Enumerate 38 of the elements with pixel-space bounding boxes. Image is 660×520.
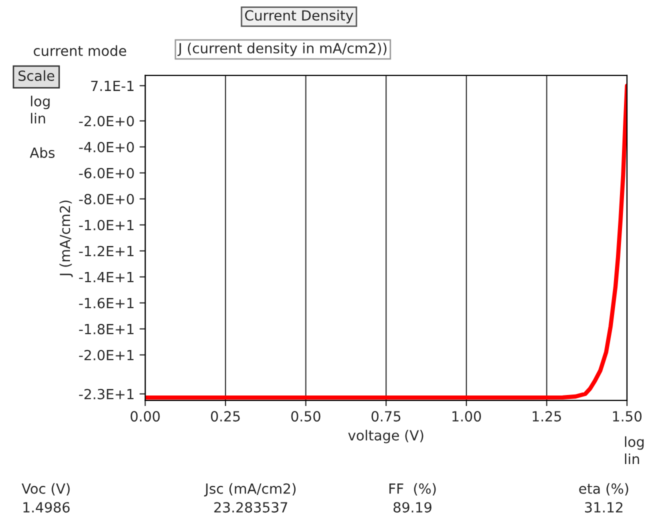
x-tick-label: 1.25 [532,411,561,422]
x-tick-label: 0.25 [210,411,240,422]
y-tick-label: -2.0E+1 [79,350,134,360]
y-tick-label: -2.0E+0 [79,116,134,126]
y-tick-label: -2.3E+1 [79,388,134,400]
y-tick-label: -4.0E+0 [79,142,134,152]
y-tick-label: -1.8E+1 [79,324,134,334]
x-tick-label: 0.75 [372,411,400,422]
y-tick-label: -1.4E+1 [79,272,134,282]
x-tick-label: 1.00 [452,411,481,422]
chart-title: Current Density [245,10,354,24]
y-tick-label: -8.0E+0 [79,194,134,204]
text: 1.4986 [23,502,70,513]
text: Voc (V) [22,483,70,496]
text: lin [31,112,46,124]
text: eta (%) [579,483,628,496]
text: Abs [30,147,55,158]
x-tick-label: 1.50 [613,411,642,422]
text: 89.19 [394,502,432,513]
x-tick-label: 0.00 [130,411,160,422]
y-tick-label: -1.6E+1 [79,298,134,308]
text: FF (%) [389,483,436,496]
text: log [625,436,644,450]
text: current mode [34,45,126,56]
y-tick-label: -6.0E+0 [79,168,134,178]
text: 23.283537 [214,502,288,513]
y-tick-label: 7.1E-1 [91,80,134,91]
text: lin [625,453,640,464]
y-tick-label: -1.0E+1 [79,220,134,230]
text: Scale [18,70,54,81]
text: 31.12 [585,502,622,513]
text: Jsc (mA/cm2) [204,483,296,496]
y-tick-label: -1.2E+1 [79,246,134,256]
x-tick-label: 0.50 [291,411,320,422]
text: log [31,96,50,110]
y-axis-title: J (mA/cm2) [59,200,73,278]
x-axis-title: voltage (V) [348,430,424,444]
text: J (current density in mA/cm2)) [177,42,386,56]
